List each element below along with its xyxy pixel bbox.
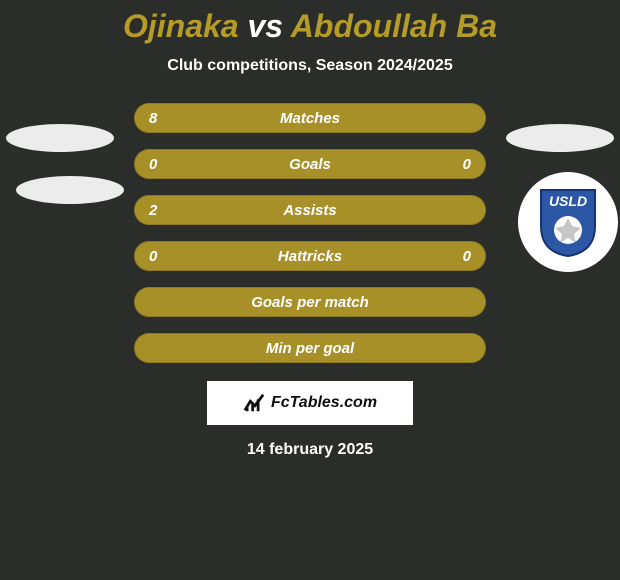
stat-bar-value-left: 8: [149, 110, 157, 127]
stat-bar: Goals0 0: [134, 149, 486, 179]
stat-bar: Assists2: [134, 195, 486, 225]
stat-bar: Matches8: [134, 103, 486, 133]
stat-bar: Min per goal: [134, 333, 486, 363]
stat-bar: Hattricks0 0: [134, 241, 486, 271]
date-text: 14 february 2025: [247, 441, 373, 459]
title-player1: Ojinaka: [123, 8, 239, 44]
stat-bar-value-left: 0: [149, 248, 157, 265]
chart-icon: [243, 392, 265, 414]
stat-bar-label: Goals: [135, 156, 485, 173]
stat-bar-value-left: 2: [149, 202, 157, 219]
footer-brand-band: FcTables.com: [207, 381, 413, 425]
title-player2: Abdoullah Ba: [291, 8, 497, 44]
stat-bars: Matches8Goals00Assists2Hattricks00Goals …: [0, 103, 620, 363]
stat-bar-label: Matches: [135, 110, 485, 127]
stat-bar-label: Min per goal: [135, 340, 485, 357]
stat-bar-label: Hattricks: [135, 248, 485, 265]
stat-bar-label: Goals per match: [135, 294, 485, 311]
stat-bar: Goals per match: [134, 287, 486, 317]
title-vs: vs: [247, 8, 283, 44]
stat-bar-value-left: 0: [149, 156, 157, 173]
footer-brand-text: FcTables.com: [271, 394, 377, 412]
page-title: Ojinaka vs Abdoullah Ba: [123, 8, 497, 45]
stat-bar-value-right: 0: [463, 156, 471, 173]
subtitle: Club competitions, Season 2024/2025: [167, 57, 452, 75]
stat-bar-value-right: 0: [463, 248, 471, 265]
infographic-container: Ojinaka vs Abdoullah Ba Club competition…: [0, 0, 620, 580]
stat-bar-label: Assists: [135, 202, 485, 219]
